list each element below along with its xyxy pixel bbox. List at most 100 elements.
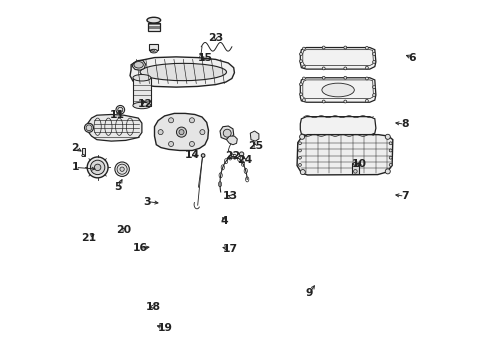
Polygon shape [300, 78, 375, 102]
Ellipse shape [81, 154, 84, 157]
Ellipse shape [385, 134, 389, 139]
Text: 9: 9 [305, 288, 312, 298]
Polygon shape [154, 113, 208, 150]
Ellipse shape [343, 100, 346, 103]
Text: 22: 22 [225, 150, 240, 161]
FancyBboxPatch shape [149, 44, 158, 50]
Ellipse shape [300, 170, 305, 175]
Ellipse shape [299, 134, 304, 139]
Ellipse shape [322, 67, 325, 70]
Ellipse shape [133, 75, 151, 81]
Ellipse shape [353, 170, 356, 173]
Text: 23: 23 [208, 33, 223, 43]
Text: 20: 20 [116, 225, 131, 235]
Ellipse shape [298, 142, 301, 145]
Text: 2: 2 [71, 143, 79, 153]
Text: 4: 4 [221, 216, 228, 226]
Ellipse shape [365, 77, 367, 80]
Ellipse shape [140, 63, 226, 81]
Ellipse shape [302, 77, 305, 80]
Ellipse shape [298, 149, 301, 152]
Ellipse shape [388, 163, 391, 166]
Ellipse shape [388, 156, 391, 159]
Ellipse shape [298, 156, 301, 159]
Text: 5: 5 [114, 182, 122, 192]
Ellipse shape [352, 162, 357, 165]
Ellipse shape [365, 66, 367, 69]
Text: 3: 3 [143, 197, 151, 207]
FancyBboxPatch shape [81, 148, 84, 156]
Polygon shape [220, 126, 233, 139]
Ellipse shape [118, 107, 122, 112]
Ellipse shape [90, 160, 104, 175]
Ellipse shape [150, 49, 157, 53]
Ellipse shape [201, 154, 204, 157]
Text: 19: 19 [158, 323, 172, 333]
Polygon shape [296, 135, 392, 175]
Ellipse shape [343, 76, 346, 79]
Text: 16: 16 [132, 243, 147, 253]
Ellipse shape [302, 47, 305, 50]
Ellipse shape [302, 65, 305, 68]
Ellipse shape [158, 130, 163, 135]
Text: 25: 25 [247, 141, 263, 151]
Ellipse shape [365, 46, 367, 49]
Text: 7: 7 [400, 191, 407, 201]
Ellipse shape [146, 17, 160, 23]
Text: 15: 15 [197, 53, 212, 63]
Text: 13: 13 [222, 191, 237, 201]
Ellipse shape [343, 67, 346, 70]
Text: 24: 24 [236, 155, 252, 165]
Text: 18: 18 [146, 302, 161, 312]
Ellipse shape [321, 83, 354, 97]
Ellipse shape [116, 105, 124, 114]
Ellipse shape [343, 46, 346, 49]
Polygon shape [88, 114, 142, 141]
Ellipse shape [388, 149, 391, 152]
Ellipse shape [298, 163, 301, 166]
Ellipse shape [120, 167, 124, 171]
Ellipse shape [372, 86, 375, 89]
Ellipse shape [322, 100, 325, 103]
Text: 10: 10 [351, 159, 366, 169]
Text: 12: 12 [138, 99, 153, 109]
Ellipse shape [94, 164, 101, 171]
Ellipse shape [115, 162, 129, 176]
Ellipse shape [372, 53, 375, 55]
FancyBboxPatch shape [351, 163, 358, 174]
Ellipse shape [322, 46, 325, 49]
Text: 6: 6 [407, 53, 415, 63]
Ellipse shape [84, 123, 93, 132]
Polygon shape [300, 48, 375, 69]
Polygon shape [132, 60, 145, 70]
Text: 21: 21 [81, 233, 96, 243]
Ellipse shape [168, 118, 173, 123]
FancyBboxPatch shape [133, 78, 151, 106]
Ellipse shape [200, 130, 204, 135]
Ellipse shape [117, 164, 127, 174]
Ellipse shape [176, 127, 186, 137]
Polygon shape [300, 117, 375, 135]
Ellipse shape [385, 169, 389, 174]
Ellipse shape [223, 129, 231, 137]
Polygon shape [226, 136, 237, 145]
Ellipse shape [179, 130, 183, 135]
Polygon shape [89, 118, 107, 130]
Text: 8: 8 [400, 119, 407, 129]
Polygon shape [130, 57, 234, 87]
Text: 11: 11 [110, 110, 125, 120]
Ellipse shape [322, 76, 325, 79]
Polygon shape [250, 131, 258, 141]
FancyBboxPatch shape [148, 23, 159, 31]
Ellipse shape [299, 93, 302, 96]
Ellipse shape [299, 83, 302, 86]
Ellipse shape [365, 99, 367, 102]
Ellipse shape [133, 102, 151, 109]
Ellipse shape [239, 152, 244, 156]
Ellipse shape [189, 118, 194, 123]
Ellipse shape [168, 141, 173, 147]
Text: 1: 1 [71, 162, 79, 172]
Ellipse shape [299, 53, 302, 55]
Ellipse shape [302, 99, 305, 102]
Text: 17: 17 [222, 244, 237, 254]
